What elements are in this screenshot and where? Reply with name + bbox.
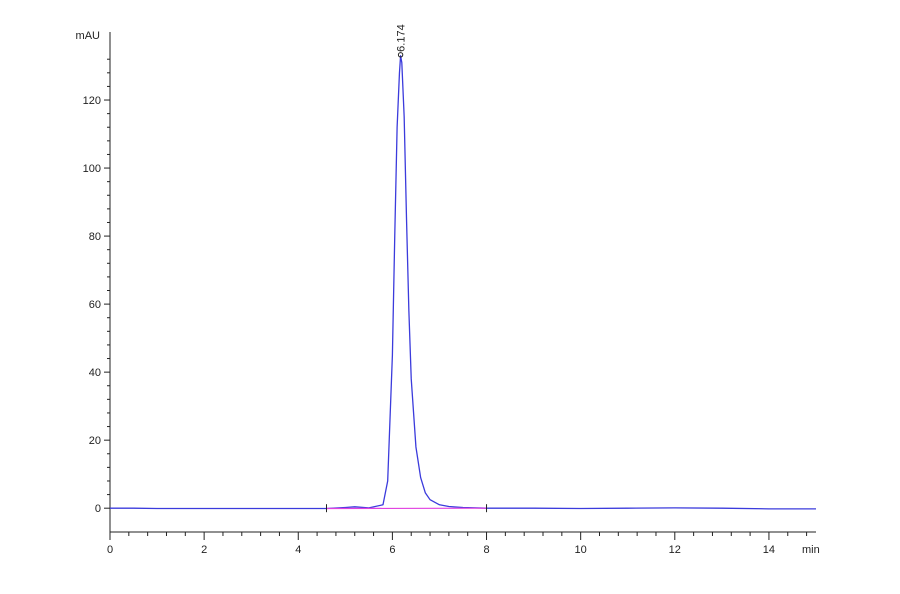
x-tick-label: 2 [201,544,207,556]
x-tick-label: 14 [763,544,775,556]
y-tick-label: 120 [83,95,101,107]
baseline-marks [326,504,488,513]
y-tick-label: 80 [89,231,101,243]
series-layer [110,55,816,510]
axes [109,32,816,533]
annotations: 6.174 [396,24,408,58]
y-tick-label: 40 [89,367,101,379]
y-tick-label: 60 [89,299,101,311]
y-tick-label: 0 [95,503,101,515]
peak-label: 6.174 [396,24,408,52]
y-tick-label: 100 [83,163,101,175]
peak-marker [397,52,404,58]
x-ticks: 0 2 4 6 8 10 12 14 [107,532,808,556]
signal-trace [110,55,816,510]
x-tick-label: 12 [669,544,681,556]
y-ticks: 0 20 40 60 80 100 120 [83,58,110,515]
x-axis-label: min [802,544,820,556]
y-axis-label: mAU [76,30,101,42]
x-tick-label: 10 [575,544,587,556]
x-tick-label: 6 [389,544,395,556]
x-tick-label: 0 [107,544,113,556]
x-tick-label: 4 [295,544,301,556]
y-tick-label: 20 [89,435,101,447]
x-tick-label: 8 [483,544,489,556]
